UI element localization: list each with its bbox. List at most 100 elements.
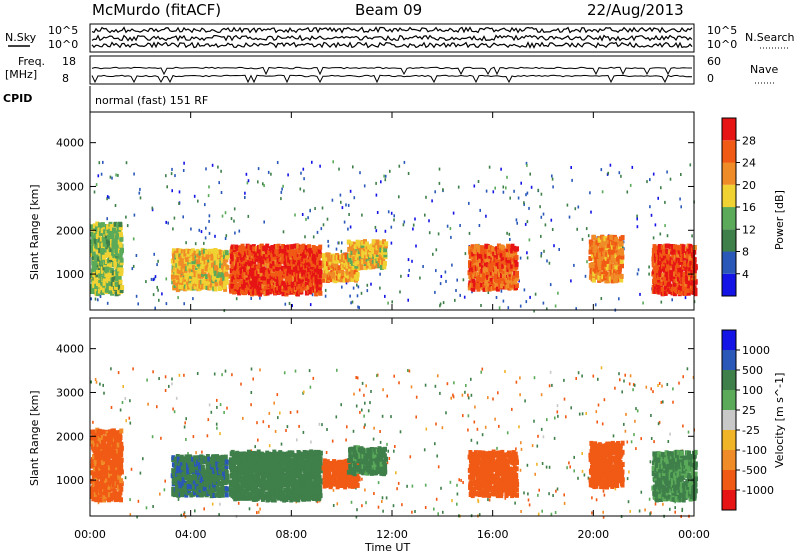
noise-cell — [225, 370, 227, 373]
noise-cell — [195, 242, 197, 245]
noise-cell — [442, 188, 444, 191]
noise-cell — [307, 216, 309, 219]
noise-cell — [601, 168, 603, 171]
echo-cell — [119, 243, 123, 248]
noise-cell — [474, 185, 476, 188]
noise-cell — [648, 266, 650, 269]
noise-cell — [391, 226, 393, 229]
noise-cell — [655, 223, 657, 226]
noise-cell — [259, 368, 261, 371]
noise-cell — [651, 437, 653, 440]
noise-cell — [287, 173, 289, 176]
noise-cell — [581, 452, 583, 455]
noise-cell — [415, 245, 417, 248]
noise-cell — [474, 421, 476, 424]
noise-cell — [636, 217, 638, 220]
noise-cell — [338, 168, 340, 171]
noise-cell — [540, 235, 542, 238]
noise-cell — [179, 374, 181, 377]
noise-cell — [234, 232, 236, 235]
noise-cell — [378, 481, 380, 484]
noise-cell — [248, 179, 250, 182]
noise-cell — [102, 384, 104, 387]
noise-cell — [678, 382, 680, 385]
noise-cell — [653, 236, 655, 239]
noise-cell — [545, 223, 547, 226]
noise-cell — [205, 236, 207, 239]
noise-cell — [139, 192, 141, 195]
echo-cell — [119, 442, 123, 447]
noise-cell — [601, 297, 603, 300]
noise-cell — [543, 302, 545, 305]
noise-cell — [451, 264, 453, 267]
noise-cell — [297, 410, 299, 413]
noise-cell — [356, 508, 358, 511]
noise-cell — [543, 435, 545, 438]
noise-cell — [661, 401, 663, 404]
noise-cell — [439, 304, 441, 307]
noise-cell — [496, 447, 498, 450]
noise-cell — [354, 196, 356, 199]
noise-cell — [552, 178, 554, 181]
noise-cell — [588, 234, 590, 237]
noise-cell — [157, 289, 159, 292]
noise-cell — [273, 402, 275, 405]
noise-cell — [102, 161, 104, 164]
noise-cell — [582, 470, 584, 473]
noise-cell — [327, 240, 329, 243]
noise-cell — [468, 202, 470, 205]
noise-cell — [523, 201, 525, 204]
noise-cell — [352, 301, 354, 304]
noise-cell — [375, 226, 377, 229]
noise-cell — [205, 167, 207, 170]
noise-cell — [543, 213, 545, 216]
noise-cell — [596, 498, 598, 501]
ytick-label: 4000 — [56, 137, 84, 150]
noise-cell — [185, 241, 187, 244]
noise-cell — [279, 412, 281, 415]
noise-cell — [634, 384, 636, 387]
noise-cell — [593, 375, 595, 378]
echo-cell — [120, 248, 124, 253]
noise-cell — [433, 508, 435, 511]
noise-cell — [520, 182, 522, 185]
noise-cell — [236, 297, 238, 300]
noise-cell — [393, 218, 395, 221]
noise-cell — [388, 210, 390, 213]
nave-hi-label: 60 — [707, 55, 721, 68]
noise-cell — [205, 227, 207, 230]
noise-cell — [369, 401, 371, 404]
noise-cell — [203, 507, 205, 510]
noise-cell — [424, 214, 426, 217]
noise-cell — [156, 405, 158, 408]
noise-cell — [557, 488, 559, 491]
noise-cell — [641, 491, 643, 494]
noise-cell — [435, 423, 437, 426]
noise-cell — [527, 256, 529, 259]
nsky-lo-label: 10^0 — [48, 38, 78, 51]
noise-cell — [537, 445, 539, 448]
noise-cell — [199, 229, 201, 232]
noise-cell — [130, 422, 132, 425]
noise-cell — [575, 377, 577, 380]
echo-cell — [120, 470, 124, 475]
noise-cell — [519, 393, 521, 396]
noise-cell — [499, 306, 501, 309]
noise-cell — [619, 378, 621, 381]
noise-cell — [679, 198, 681, 201]
noise-cell — [153, 253, 155, 256]
noise-cell — [557, 410, 559, 413]
echo-cell — [225, 492, 229, 497]
noise-cell — [516, 222, 518, 225]
echo-cell — [119, 497, 123, 502]
noise-cell — [393, 375, 395, 378]
noise-cell — [165, 389, 167, 392]
noise-cell — [303, 177, 305, 180]
noise-cell — [379, 273, 381, 276]
noise-cell — [555, 305, 557, 308]
noise-cell — [165, 221, 167, 224]
noise-cell — [629, 382, 631, 385]
noise-cell — [550, 371, 552, 374]
noise-cell — [250, 297, 252, 300]
noise-cell — [348, 213, 350, 216]
